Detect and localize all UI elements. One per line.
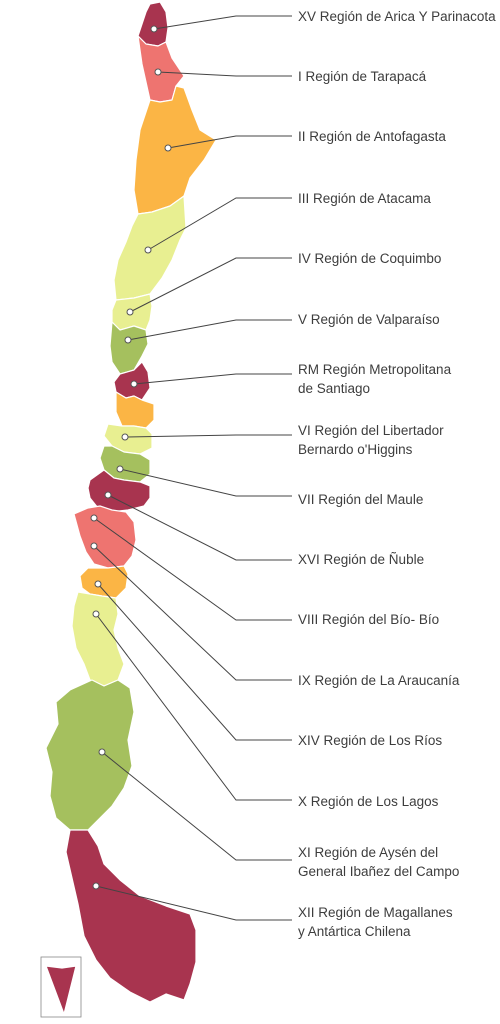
region-marker: [124, 336, 132, 344]
leader-lines: [90, 15, 292, 921]
region-marker: [92, 610, 100, 618]
region-marker: [126, 308, 134, 316]
region-valparaiso[interactable]: [109, 321, 149, 375]
region-label-text: XV Región de Arica Y Parinacota: [298, 9, 496, 24]
region-marker: [144, 246, 152, 254]
region-marker: [98, 748, 106, 756]
label-ohiggins[interactable]: VI Región del Libertador Bernardo o'Higgi…: [298, 421, 444, 459]
label-los-rios[interactable]: XIV Región de Los Ríos: [298, 731, 442, 750]
region-aysen[interactable]: [45, 679, 135, 831]
region-marker: [154, 68, 162, 76]
region-antofagasta[interactable]: [133, 85, 217, 215]
region-marker: [92, 882, 100, 890]
label-atacama[interactable]: III Región de Atacama: [298, 189, 431, 208]
region-label-text: I Región de Tarapacá: [298, 69, 427, 84]
region-label-text: de Santiago: [298, 381, 371, 396]
region-label-text: VIII Región del Bío- Bío: [298, 612, 440, 627]
region-marker: [121, 433, 129, 441]
label-biobio[interactable]: VIII Región del Bío- Bío: [298, 610, 439, 629]
region-label-text: XVI Región de Ñuble: [298, 552, 425, 567]
region-label-text: y Antártica Chilena: [298, 924, 411, 939]
region-araucania[interactable]: [73, 505, 137, 569]
region-marker: [164, 144, 172, 152]
region-los-lagos[interactable]: [71, 591, 125, 687]
region-label-text: IV Región de Coquimbo: [298, 251, 442, 266]
region-biobio[interactable]: [87, 469, 151, 513]
region-marker: [90, 514, 98, 522]
region-marker: [116, 465, 124, 473]
label-antofagasta[interactable]: II Región de Antofagasta: [298, 127, 446, 146]
label-maule[interactable]: VII Región del Maule: [298, 490, 423, 509]
region-ohiggins[interactable]: [115, 391, 155, 429]
region-marker: [104, 491, 112, 499]
region-label-text: General Ibañez del Campo: [298, 864, 460, 879]
region-label-text: V Región de Valparaíso: [298, 312, 440, 327]
region-maule[interactable]: [103, 423, 153, 455]
region-label-text: VII Región del Maule: [298, 492, 424, 507]
region-marker: [90, 542, 98, 550]
label-tarapaca[interactable]: I Región de Tarapacá: [298, 67, 426, 86]
region-label-text: VI Región del Libertador: [298, 423, 444, 438]
label-magallanes[interactable]: XII Región de Magallanes y Antártica Chil…: [298, 903, 453, 941]
region-marker: [94, 580, 102, 588]
region-label-text: II Región de Antofagasta: [298, 129, 446, 144]
region-label-text: IX Región de La Araucanía: [298, 673, 460, 688]
label-valparaiso[interactable]: V Región de Valparaíso: [298, 310, 440, 329]
label-araucania[interactable]: IX Región de La Araucanía: [298, 671, 459, 690]
region-label-text: XI Región de Aysén del: [298, 845, 439, 860]
label-nuble[interactable]: XVI Región de Ñuble: [298, 550, 424, 569]
region-label-text: RM Región Metropolitana: [298, 362, 452, 377]
region-label-text: XIV Región de Los Ríos: [298, 733, 443, 748]
region-label-text: XII Región de Magallanes: [298, 905, 453, 920]
region-label-text: Bernardo o'Higgins: [298, 442, 413, 457]
label-arica-parinacota[interactable]: XV Región de Arica Y Parinacota: [298, 7, 496, 26]
region-arica-parinacota[interactable]: [137, 1, 169, 47]
region-marker: [130, 380, 138, 388]
region-magallanes[interactable]: [65, 829, 197, 1003]
label-los-lagos[interactable]: X Región de Los Lagos: [298, 792, 438, 811]
label-metropolitana[interactable]: RM Región Metropolitana de Santiago: [298, 360, 451, 398]
region-label-text: III Región de Atacama: [298, 191, 431, 206]
label-coquimbo[interactable]: IV Región de Coquimbo: [298, 249, 441, 268]
region-label-text: X Región de Los Lagos: [298, 794, 439, 809]
antarctica-inset: [40, 956, 82, 1018]
label-aysen[interactable]: XI Región de Aysén del General Ibañez del…: [298, 843, 459, 881]
region-tarapaca[interactable]: [137, 35, 185, 103]
region-marker: [150, 25, 158, 33]
